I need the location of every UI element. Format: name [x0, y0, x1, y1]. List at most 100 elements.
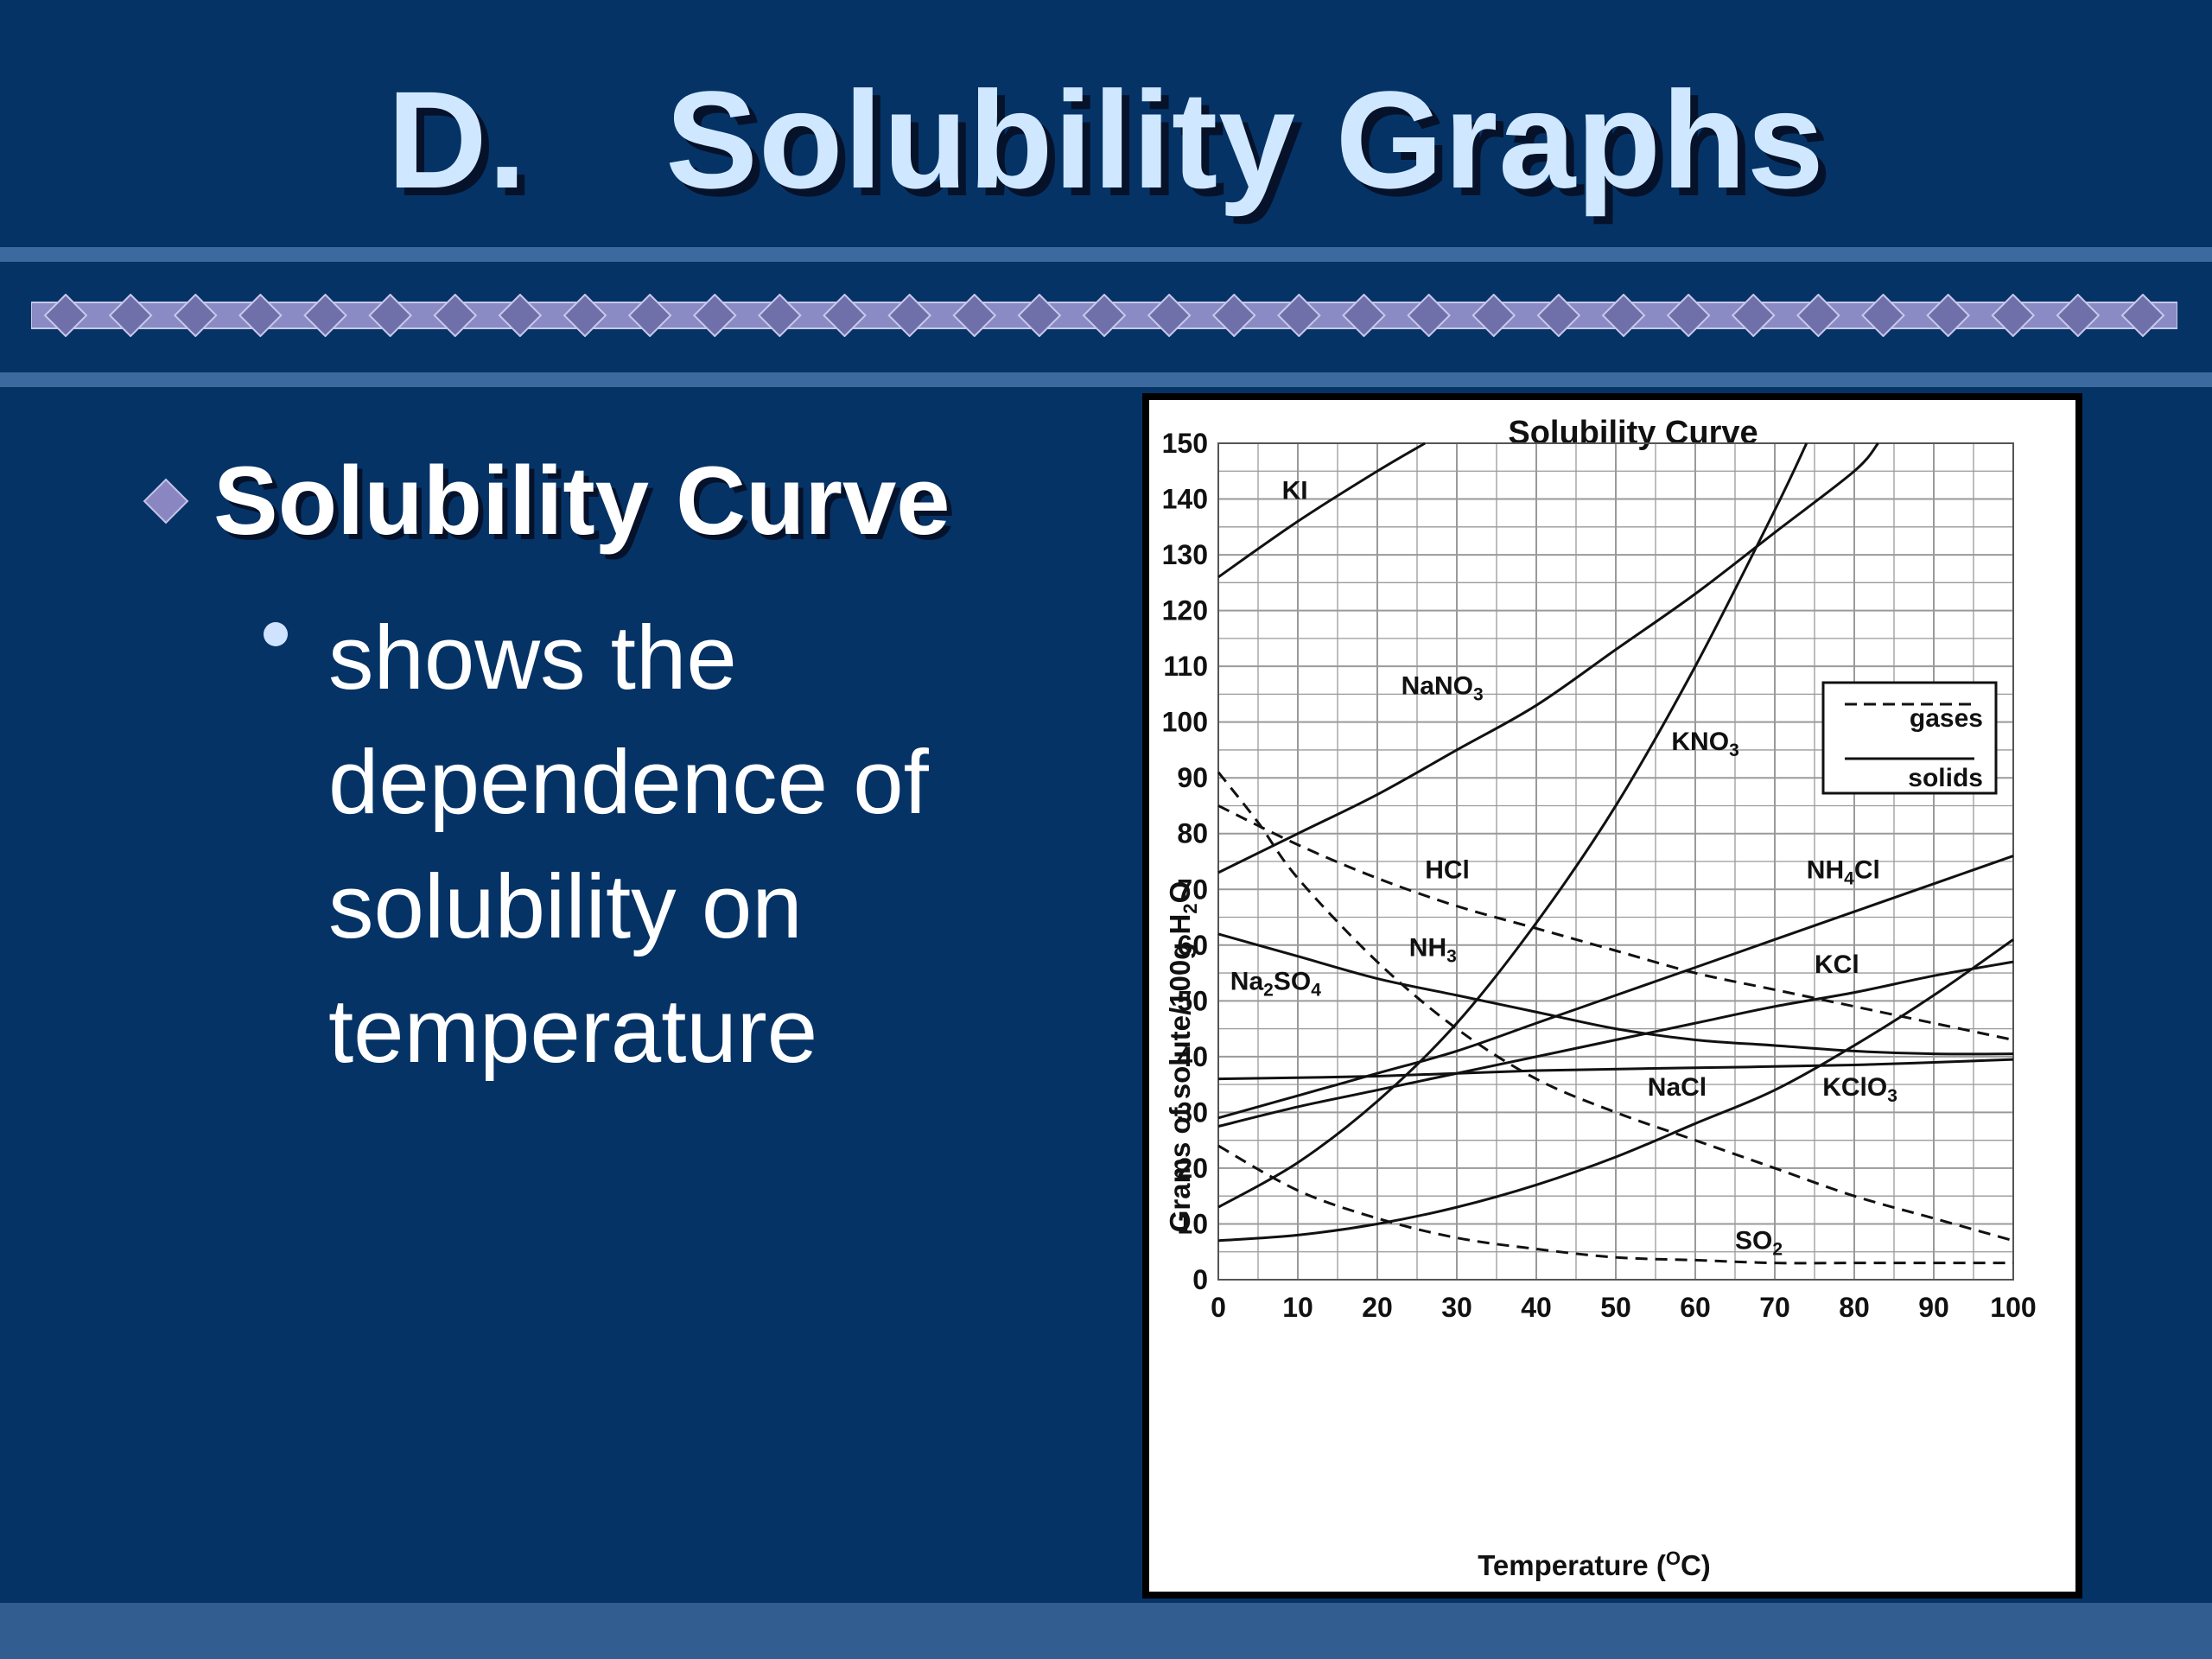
series-line-nh4cl — [1217, 855, 2014, 1120]
chart-series — [1217, 442, 2014, 1265]
band-diamond-icon — [1536, 294, 1581, 337]
y-tick-label: 20 — [1177, 1153, 1208, 1184]
series-label: KI — [1282, 477, 1308, 505]
sub-bullet-text: shows the dependence of solubility on te… — [328, 607, 929, 1082]
x-tick-label: 80 — [1839, 1292, 1870, 1323]
band-diamond-icon — [1017, 294, 1062, 337]
series-line-nh3 — [1217, 771, 2014, 1243]
band-diamond-icon — [368, 294, 413, 337]
x-tick-label: 60 — [1680, 1292, 1711, 1323]
y-tick-label: 100 — [1162, 707, 1208, 738]
band-diamond-icon — [1926, 294, 1971, 337]
y-tick-label: 120 — [1162, 595, 1208, 626]
x-tick-label: 90 — [1918, 1292, 1949, 1323]
band-diamond-icon — [823, 294, 867, 337]
series-line-ki — [1217, 442, 1426, 579]
y-tick-label: 10 — [1177, 1208, 1208, 1239]
band-diamond-icon — [498, 294, 543, 337]
series-label: NaNO3 — [1402, 671, 1484, 704]
band-diamond-icon — [1471, 294, 1516, 337]
x-tick-label: 100 — [1990, 1292, 2036, 1323]
solubility-chart: Solubility Curve 0 10 20 30 40 50 60 70 80 90 100 … — [1149, 400, 2075, 1592]
series-label: SO2 — [1735, 1227, 1783, 1260]
band-diamond-icon — [1601, 294, 1646, 337]
y-axis-label: Grams of solute/100g H2O — [1164, 881, 1201, 1233]
band-diamond-icon — [1861, 294, 1905, 337]
series-labels: KI NaNO3 KNO3 NH4Cl HCl NH3 Na2SO4 KCl NaCl KClO3… — [1230, 477, 1897, 1260]
band-diamond-icon — [108, 294, 153, 337]
legend-solids: solids — [1908, 764, 1983, 792]
y-tick-label: 0 — [1192, 1264, 1208, 1295]
title-text: Solubility Graphs — [665, 62, 1825, 217]
band-diamond-icon — [952, 294, 997, 337]
series-label: KNO3 — [1671, 728, 1738, 760]
series-line-kclo3 — [1217, 938, 2014, 1243]
bullet-main: Solubility Curve — [143, 445, 950, 556]
bottom-divider — [0, 372, 2212, 387]
band-diamond-icon — [1731, 294, 1776, 337]
band-diamond-icon — [1991, 294, 2036, 337]
band-diamond-icon — [1147, 294, 1192, 337]
band-diamond-icon — [1342, 294, 1386, 337]
band-diamond-icon — [627, 294, 672, 337]
series-label: NH3 — [1409, 934, 1457, 967]
x-tick-label: 50 — [1600, 1292, 1631, 1323]
bullet-label: Solubility Curve — [213, 447, 950, 555]
band-diamond-icon — [563, 294, 607, 337]
x-axis-label: Temperature (OC) — [1478, 1548, 1711, 1581]
diamond-bullet-icon — [143, 478, 189, 524]
band-diamond-icon — [757, 294, 802, 337]
y-tick-label: 150 — [1162, 428, 1208, 459]
series-line-kno3 — [1217, 442, 1808, 1209]
band-diamond-icon — [2120, 294, 2165, 337]
diamond-band — [31, 294, 2177, 337]
y-tick-label: 140 — [1162, 484, 1208, 515]
band-diamond-icon — [433, 294, 478, 337]
series-line-nano3 — [1217, 442, 1879, 874]
y-tick-label: 60 — [1177, 930, 1208, 961]
y-tick-label: 50 — [1177, 985, 1208, 1016]
series-line-so2 — [1217, 1144, 2013, 1265]
band-diamond-icon — [1276, 294, 1321, 337]
top-divider — [0, 247, 2212, 262]
band-diamond-icon — [692, 294, 737, 337]
bullet-dot-icon — [264, 622, 288, 646]
x-tick-label: 40 — [1521, 1292, 1552, 1323]
y-tick-label: 30 — [1177, 1096, 1208, 1128]
y-tick-label: 110 — [1163, 651, 1208, 682]
x-axis-ticks: 0 10 20 30 40 50 60 70 80 90 100 — [1211, 1292, 2037, 1323]
series-label: NaCl — [1648, 1073, 1707, 1102]
band-diamond-icon — [43, 294, 88, 337]
y-tick-label: 80 — [1177, 818, 1208, 849]
band-diamond-icon — [1407, 294, 1452, 337]
band-diamond-icon — [1082, 294, 1127, 337]
x-tick-label: 30 — [1441, 1292, 1472, 1323]
y-tick-label: 70 — [1177, 874, 1208, 905]
y-tick-label: 40 — [1177, 1041, 1208, 1072]
slide-title: D. Solubility Graphs — [0, 60, 2212, 219]
footer-band — [0, 1603, 2212, 1659]
x-tick-label: 10 — [1282, 1292, 1313, 1323]
y-tick-label: 90 — [1177, 762, 1208, 793]
band-diamond-icon — [887, 294, 932, 337]
band-diamond-icon — [173, 294, 218, 337]
legend-gases: gases — [1910, 704, 1983, 733]
title-letter: D. — [387, 62, 528, 217]
series-label: KCl — [1815, 950, 1859, 979]
chart-title: Solubility Curve — [1508, 415, 1758, 451]
series-line-nacl — [1217, 1058, 2014, 1081]
band-diamond-icon — [2056, 294, 2101, 337]
band-diamond-icon — [1666, 294, 1711, 337]
series-label: HCl — [1425, 855, 1470, 884]
band-diamond-icon — [1211, 294, 1256, 337]
series-label: Na2SO4 — [1230, 967, 1321, 1000]
y-axis-ticks: 0 10 20 30 40 50 60 70 80 90 100 110 120 130 140 150 — [1162, 428, 1208, 1295]
series-line-hcl — [1217, 804, 2014, 1041]
series-line-na2so4 — [1217, 932, 2014, 1056]
y-tick-label: 130 — [1162, 539, 1208, 570]
x-tick-label: 0 — [1211, 1292, 1226, 1323]
series-label: NH4Cl — [1807, 855, 1880, 888]
x-tick-label: 70 — [1759, 1292, 1790, 1323]
series-line-kcl — [1217, 960, 2014, 1128]
